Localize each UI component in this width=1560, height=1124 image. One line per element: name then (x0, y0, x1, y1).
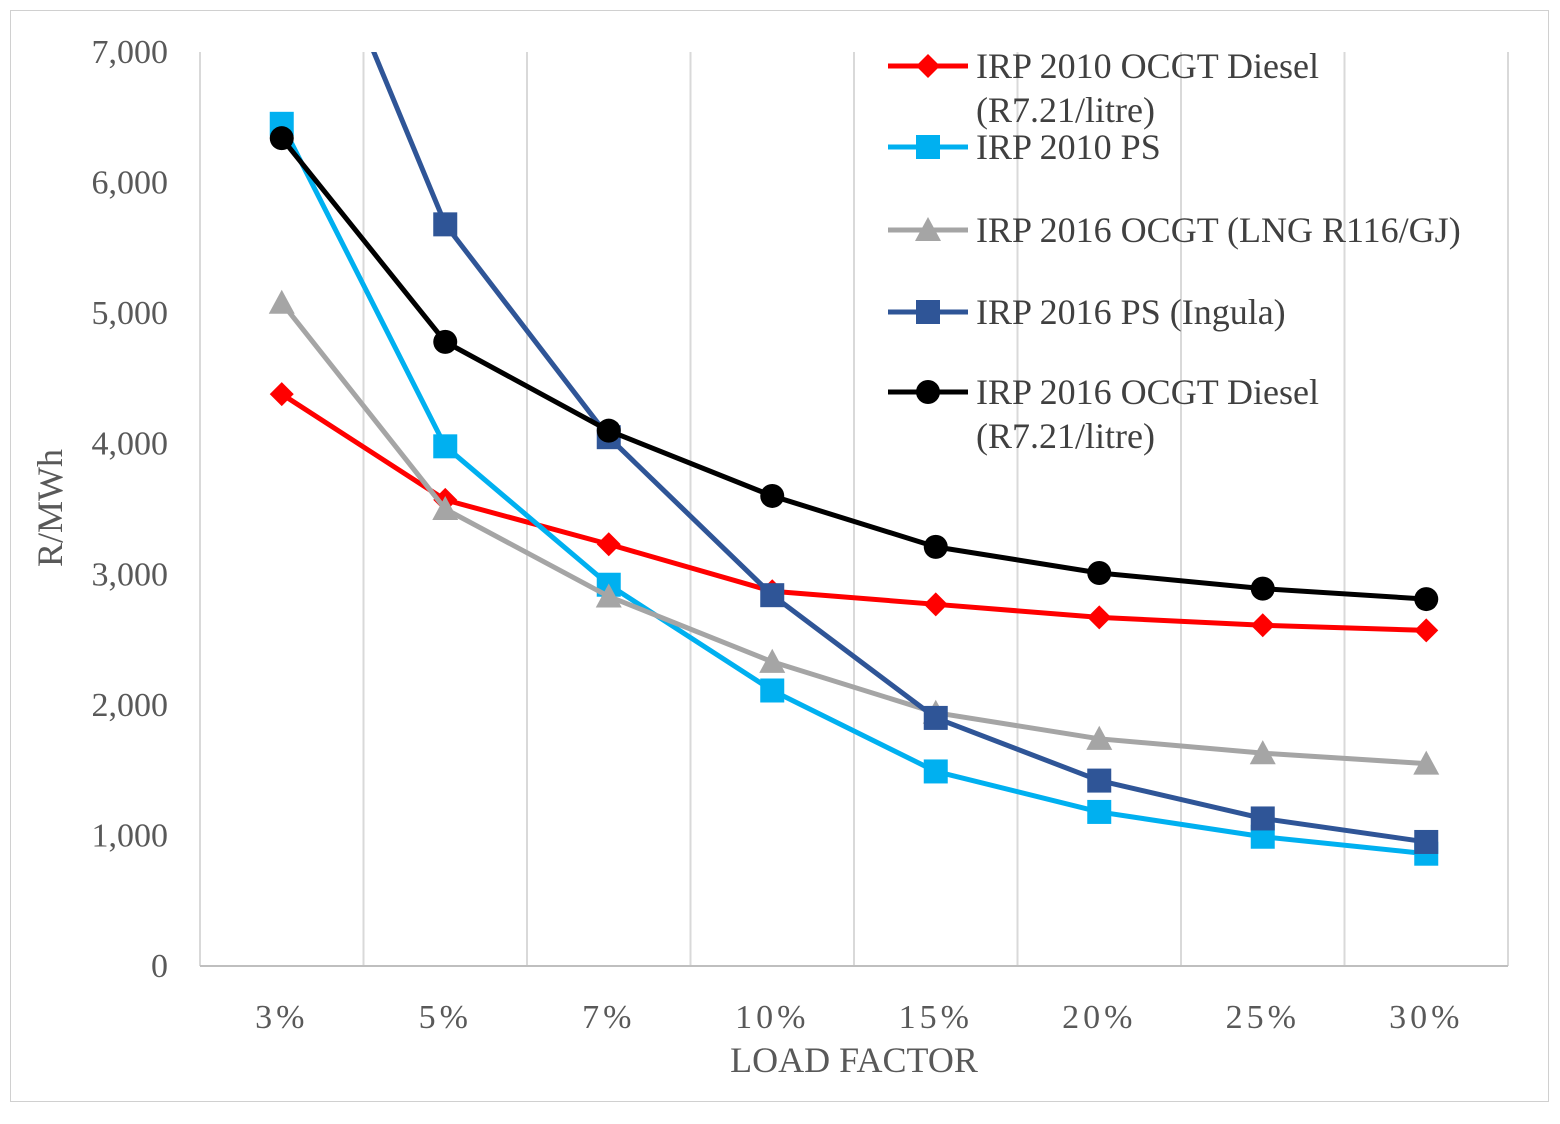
series-layer (268, 52, 1440, 866)
data-point (269, 126, 294, 151)
data-point (269, 382, 294, 407)
series-line (371, 52, 1427, 845)
data-point (1250, 806, 1275, 831)
data-point (596, 418, 621, 443)
data-point (1087, 768, 1112, 793)
x-tick-label: 5% (419, 999, 472, 1036)
x-tick-label: 20% (1062, 999, 1136, 1036)
y-tick-label: 0 (151, 948, 168, 985)
y-tick-label: 6,000 (92, 165, 169, 202)
data-point (1414, 587, 1439, 612)
data-point (923, 534, 948, 559)
legend-swatch-marker (916, 135, 940, 159)
legend-label: IRP 2010 OCGT Diesel (976, 46, 1319, 86)
legend-entry-4: IRP 2016 PS (Ingula) (888, 292, 1286, 332)
series-5 (269, 126, 1439, 612)
legend-swatch-marker (916, 300, 940, 324)
data-point (1086, 725, 1113, 750)
data-point (268, 289, 295, 314)
legend-entry-2: IRP 2010 PS (888, 127, 1161, 167)
legend: IRP 2010 OCGT Diesel(R7.21/litre)IRP 201… (888, 46, 1461, 456)
x-tick-label: 7% (582, 999, 635, 1036)
legend-label: (R7.21/litre) (976, 416, 1155, 456)
data-point (1250, 576, 1275, 601)
data-point (433, 329, 458, 354)
data-point (596, 532, 621, 557)
y-tick-label: 3,000 (92, 556, 169, 593)
x-tick-label: 30% (1389, 999, 1463, 1036)
legend-entry-1: IRP 2010 OCGT Diesel(R7.21/litre) (888, 46, 1319, 130)
y-tick-label: 7,000 (92, 34, 169, 71)
x-axis-ticks: 3% 5% 7% 10% 15% 20% 25% 30% (255, 999, 1463, 1036)
legend-entry-3: IRP 2016 OCGT (LNG R116/GJ) (888, 210, 1461, 250)
data-point (1250, 613, 1275, 638)
y-tick-label: 5,000 (92, 295, 169, 332)
legend-label: IRP 2010 PS (976, 127, 1161, 167)
data-point (1087, 605, 1112, 630)
legend-swatch-marker (916, 380, 940, 404)
data-point (1414, 618, 1439, 643)
x-axis-title: LOAD FACTOR (730, 1040, 978, 1080)
data-point (1087, 799, 1112, 824)
data-point (432, 496, 459, 521)
y-axis-ticks: 0 1,000 2,000 3,000 4,000 5,000 6,000 7,000 (92, 34, 169, 985)
data-point (759, 648, 786, 673)
y-tick-label: 4,000 (92, 426, 169, 463)
legend-label: IRP 2016 OCGT Diesel (976, 372, 1319, 412)
data-point (1414, 829, 1439, 854)
data-point (433, 212, 458, 237)
y-tick-label: 1,000 (92, 817, 169, 854)
data-point (923, 705, 948, 730)
data-point (760, 678, 785, 703)
series-line (279, 122, 1427, 857)
x-tick-label: 3% (255, 999, 308, 1036)
legend-swatch-marker (916, 54, 940, 78)
x-tick-label: 25% (1226, 999, 1300, 1036)
data-point (1087, 560, 1112, 585)
y-tick-label: 2,000 (92, 687, 169, 724)
data-point (1413, 750, 1440, 775)
chart-frame (10, 10, 1549, 1102)
y-axis-title: R/MWh (30, 449, 70, 567)
series-line (279, 136, 1427, 602)
vertical-gridlines (199, 52, 1509, 966)
series-line (279, 301, 1427, 767)
data-point (760, 583, 785, 608)
legend-label: IRP 2016 OCGT (LNG R116/GJ) (976, 210, 1461, 250)
data-point (760, 483, 785, 508)
x-tick-label: 15% (899, 999, 973, 1036)
legend-swatch-marker (915, 217, 941, 242)
data-point (923, 592, 948, 617)
data-point (1249, 740, 1276, 765)
legend-label: IRP 2016 PS (Ingula) (976, 292, 1286, 332)
data-point (923, 759, 948, 784)
data-point (595, 583, 622, 608)
data-point (433, 434, 458, 459)
legend-entry-5: IRP 2016 OCGT Diesel(R7.21/litre) (888, 372, 1319, 456)
x-tick-label: 10% (735, 999, 809, 1036)
legend-label: (R7.21/litre) (976, 90, 1155, 130)
series-line (280, 391, 1427, 633)
